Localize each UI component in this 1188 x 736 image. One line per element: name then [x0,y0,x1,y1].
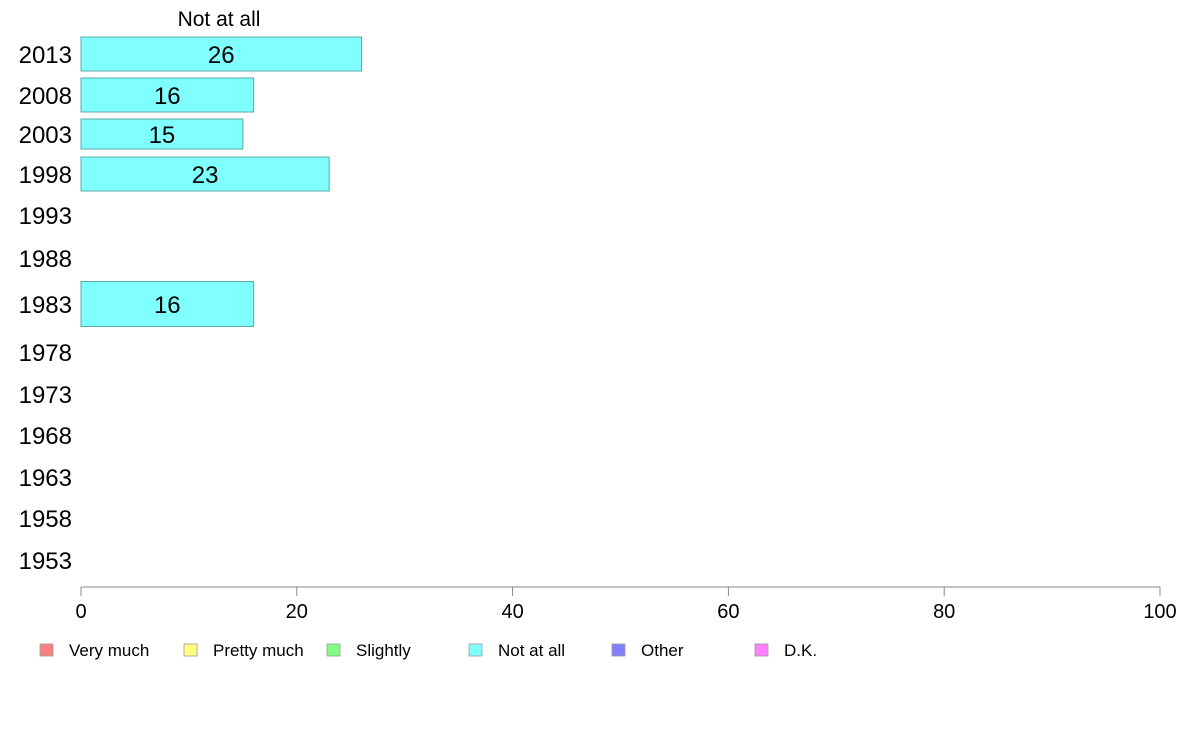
legend: Very much Pretty much Slightly Not at all Ot… [39,641,817,660]
category-label: 1998 [19,162,72,189]
category-label: 1978 [19,340,72,367]
legend-swatch [326,643,341,657]
x-tick-label: 20 [286,601,308,623]
legend-swatch [183,643,198,657]
x-tick-label: 0 [75,601,86,623]
legend-label: Pretty much [213,641,304,660]
bar [80,156,330,192]
bars-group: 26 16 15 23 16 [80,36,363,327]
category-label: 2008 [19,83,72,110]
legend-swatch [468,643,483,657]
category-label: 1958 [19,506,72,533]
bar [80,118,244,150]
legend-swatch [611,643,626,657]
bar-value-label: 16 [154,292,181,319]
x-axis: 0 20 40 60 80 100 [75,586,1177,623]
category-label: 1953 [19,548,72,575]
legend-label: D.K. [784,641,817,660]
legend-swatch [39,643,54,657]
category-label: 1963 [19,465,72,492]
bar [80,36,363,72]
bar-value-label: 26 [208,42,235,69]
legend-label: Very much [69,641,149,660]
bar-value-label: 15 [149,122,176,149]
legend-swatch [754,643,769,657]
x-tick-label: 40 [501,601,523,623]
x-tick-label: 100 [1143,601,1176,623]
category-label: 1973 [19,382,72,409]
x-tick-label: 60 [717,601,739,623]
category-label: 2013 [19,42,72,69]
bar [80,77,255,113]
bar [80,281,255,327]
category-label: 1988 [19,246,72,273]
bar-value-label: 23 [192,162,219,189]
category-label: 2003 [19,122,72,149]
x-tick-label: 80 [933,601,955,623]
legend-label: Not at all [498,641,565,660]
bar-value-label: 16 [154,83,181,110]
legend-label: Other [641,641,684,660]
category-label: 1968 [19,423,72,450]
category-labels: 2013 2008 2003 1998 1993 1988 1983 1978 1973 1968… [19,42,72,575]
legend-label: Slightly [356,641,411,660]
category-label: 1983 [19,292,72,319]
series-title: Not at all [178,8,261,31]
category-label: 1993 [19,203,72,230]
